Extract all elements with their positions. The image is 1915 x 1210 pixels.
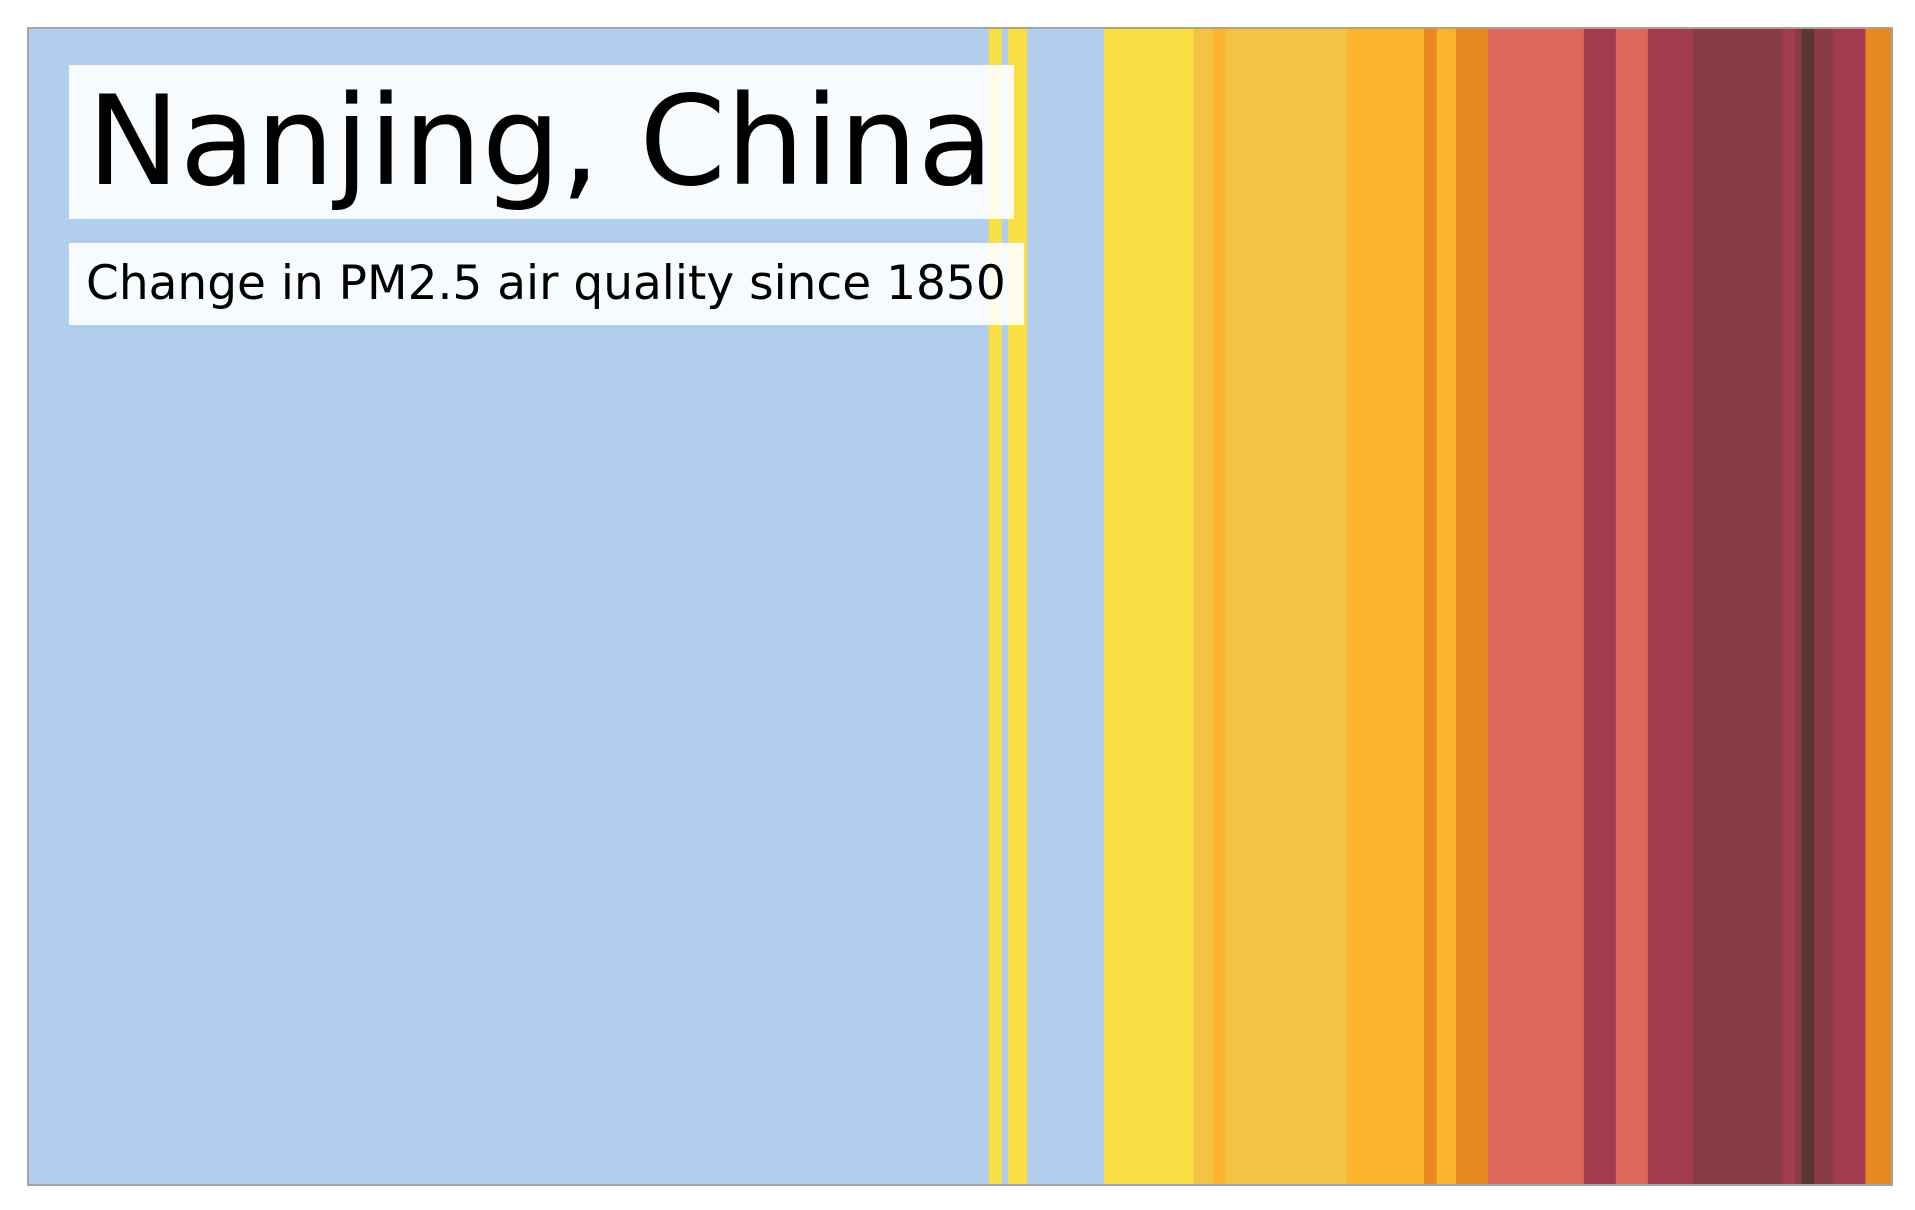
stripe-17	[1692, 29, 1783, 1184]
stripe-18	[1782, 29, 1796, 1184]
stripe-21	[1814, 29, 1835, 1184]
warming-stripes-chart: Nanjing, China Change in PM2.5 air quali…	[27, 27, 1893, 1186]
stripe-9	[1347, 29, 1425, 1184]
stripe-8	[1225, 29, 1348, 1184]
stripe-0	[29, 29, 990, 1184]
stripe-19	[1795, 29, 1803, 1184]
stripe-14	[1583, 29, 1617, 1184]
stripe-12	[1455, 29, 1489, 1184]
chart-title: Nanjing, China	[69, 65, 1014, 219]
stripe-7	[1212, 29, 1227, 1184]
stripes-plot	[29, 29, 1891, 1184]
stripe-4	[1027, 29, 1105, 1184]
stripe-15	[1615, 29, 1649, 1184]
stripe-2	[1001, 29, 1009, 1184]
stripe-11	[1436, 29, 1457, 1184]
stripe-20	[1801, 29, 1815, 1184]
stripe-24	[1878, 29, 1891, 1184]
chart-subtitle: Change in PM2.5 air quality since 1850	[69, 243, 1024, 325]
stripe-22	[1833, 29, 1866, 1184]
stripe-23	[1865, 29, 1879, 1184]
stripe-16	[1647, 29, 1694, 1184]
stripe-5	[1103, 29, 1195, 1184]
stripe-6	[1193, 29, 1214, 1184]
stripe-13	[1487, 29, 1585, 1184]
stripe-10	[1423, 29, 1438, 1184]
